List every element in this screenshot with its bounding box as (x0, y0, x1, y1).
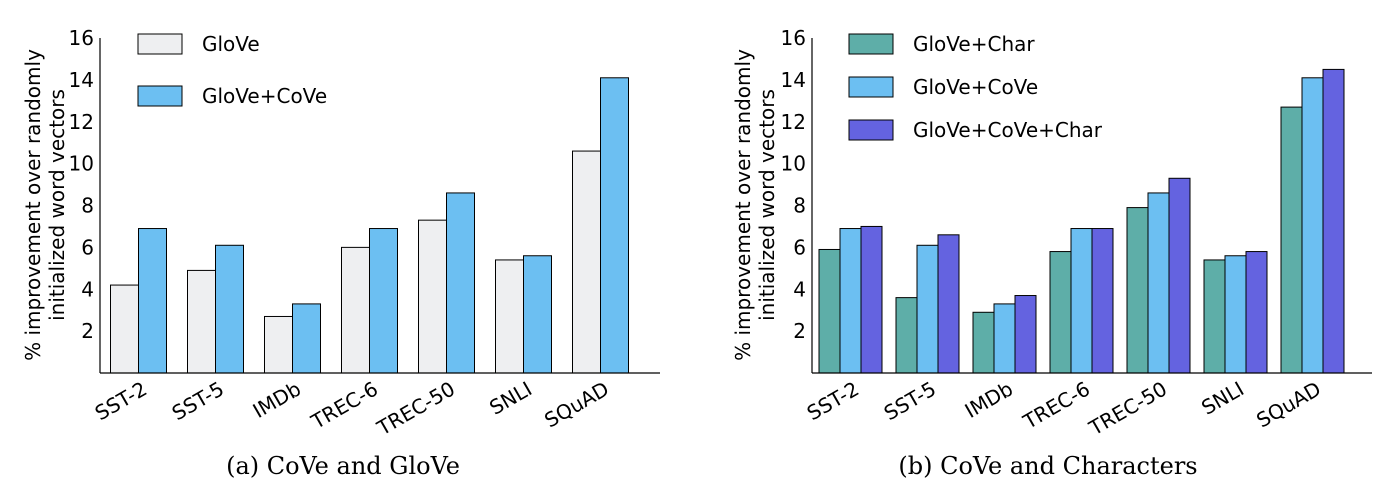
bar-trec-50-glove-cove (446, 192, 475, 374)
x-tick-label: TREC-50 (1084, 377, 1171, 441)
legend-swatch (137, 33, 183, 55)
bar-trec-6-glove (341, 246, 370, 374)
x-tick-label: SST-5 (168, 377, 228, 426)
y-tick-label: 8 (793, 194, 806, 218)
bar-imdb-glove-char (972, 311, 995, 374)
bar-squad-glove-cove (1301, 77, 1324, 374)
bars-a (110, 77, 629, 374)
bar-sst-5-glove-char (895, 297, 918, 374)
x-tick-label: SST-2 (91, 377, 151, 426)
y-tick-label: 10 (781, 152, 806, 176)
bar-snli-glove-cove-char (1245, 251, 1268, 374)
x-tick-label: SNLI (485, 377, 536, 420)
legend-swatch (137, 85, 183, 107)
bar-trec-50-glove-cove (1147, 192, 1170, 374)
bar-squad-glove-cove-char (1322, 68, 1345, 374)
bars-b (818, 68, 1345, 374)
y-tick-label: 14 (781, 68, 806, 92)
x-tick-label: SQuAD (540, 377, 613, 433)
bar-sst-2-glove-cove-char (860, 225, 883, 374)
x-tick-label: SQuAD (1252, 377, 1325, 433)
x-tick-label: SNLI (1197, 377, 1248, 420)
y-axis-label-b-line1: % improvement over randomly (731, 49, 755, 361)
legend-b: GloVe+Char GloVe+CoVe GloVe+CoVe+Char (848, 32, 1103, 142)
y-tick-label: 16 (781, 26, 806, 50)
y-tick-label: 12 (69, 110, 94, 134)
bar-trec-6-glove-cove (1070, 228, 1093, 374)
y-axis-label-a-line1: % improvement over randomly (21, 49, 45, 361)
x-tick-label: IMDb (249, 377, 305, 423)
legend-label: GloVe+Char (913, 32, 1035, 56)
bar-sst-2-glove-cove (839, 228, 862, 374)
y-axis-label-b-line2: initialized word vectors (755, 89, 779, 321)
bar-sst-2-glove (110, 284, 139, 374)
bar-trec-6-glove-char (1049, 251, 1072, 374)
bar-snli-glove-char (1203, 259, 1226, 374)
y-tick-label: 2 (81, 319, 94, 343)
bar-sst-5-glove (187, 269, 216, 374)
bar-imdb-glove-cove-char (1014, 295, 1037, 374)
bar-trec-50-glove-cove-char (1168, 177, 1191, 374)
y-axis-label-a-line2: initialized word vectors (45, 89, 69, 321)
bar-sst-2-glove-cove (138, 228, 167, 374)
legend-swatch (848, 76, 894, 98)
y-tick-label: 16 (69, 26, 94, 50)
x-tick-label: IMDb (961, 377, 1017, 423)
bar-sst-5-glove-cove-char (937, 234, 960, 374)
bar-trec-6-glove-cove-char (1091, 228, 1114, 374)
bar-imdb-glove-cove (993, 303, 1016, 374)
y-tick-label: 6 (793, 235, 806, 259)
bar-imdb-glove-cove (292, 303, 321, 374)
bar-imdb-glove (264, 315, 293, 374)
x-tick-label: SST-5 (880, 377, 940, 426)
bar-squad-glove-cove (600, 77, 629, 374)
bar-trec-50-glove (418, 219, 447, 374)
legend-swatch (848, 33, 894, 55)
bar-snli-glove-cove (1224, 255, 1247, 374)
bar-sst-5-glove-cove (215, 244, 244, 374)
y-tick-label: 12 (781, 110, 806, 134)
bar-trec-50-glove-char (1126, 207, 1149, 374)
caption-a: (a) CoVe and GloVe (226, 452, 460, 480)
y-tick-label: 4 (81, 277, 94, 301)
bar-snli-glove-cove (523, 255, 552, 374)
bar-squad-glove (572, 150, 601, 374)
y-tick-label: 10 (69, 152, 94, 176)
y-tick-label: 8 (81, 194, 94, 218)
bar-squad-glove-char (1280, 106, 1303, 374)
y-tick-label: 4 (793, 277, 806, 301)
bar-sst-5-glove-cove (916, 244, 939, 374)
bar-sst-2-glove-char (818, 248, 841, 374)
caption-b: (b) CoVe and Characters (898, 452, 1197, 480)
legend-label: GloVe+CoVe (202, 84, 327, 108)
legend-label: GloVe+CoVe+Char (913, 118, 1103, 142)
x-tick-label: TREC-50 (372, 377, 459, 441)
legend-label: GloVe+CoVe (913, 75, 1038, 99)
legend-swatch (848, 119, 894, 141)
legend-label: GloVe (202, 32, 260, 56)
x-tick-label: TREC-6 (306, 377, 382, 435)
y-tick-label: 2 (793, 319, 806, 343)
bar-trec-6-glove-cove (369, 228, 398, 374)
legend-a: GloVe GloVe+CoVe (137, 32, 327, 108)
bar-snli-glove (495, 259, 524, 374)
y-tick-label: 6 (81, 235, 94, 259)
y-tick-label: 14 (69, 68, 94, 92)
x-tick-label: TREC-6 (1018, 377, 1094, 435)
x-tick-label: SST-2 (803, 377, 863, 426)
